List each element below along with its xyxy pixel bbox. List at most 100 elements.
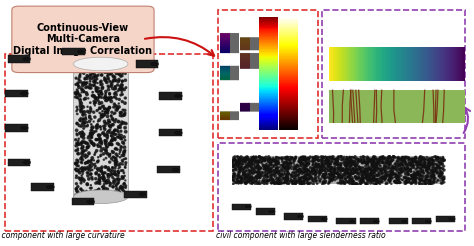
Point — [237, 180, 244, 184]
Point — [290, 176, 298, 180]
Point — [296, 158, 304, 162]
Point — [249, 156, 257, 160]
Point — [292, 174, 299, 178]
Point — [82, 81, 89, 85]
Point — [406, 167, 414, 171]
Point — [113, 177, 121, 181]
Point — [328, 165, 336, 169]
Point — [298, 182, 306, 186]
Point — [264, 168, 271, 171]
Point — [438, 157, 446, 161]
Point — [121, 178, 129, 182]
Point — [232, 162, 240, 166]
Point — [273, 167, 280, 171]
Point — [311, 164, 319, 168]
Point — [426, 158, 433, 162]
Point — [101, 95, 109, 99]
Point — [303, 164, 311, 168]
Point — [109, 123, 117, 127]
Point — [231, 181, 239, 184]
Point — [360, 157, 368, 161]
Point — [114, 135, 121, 139]
Point — [419, 176, 427, 180]
Point — [387, 157, 395, 161]
Point — [109, 79, 117, 83]
Point — [237, 175, 245, 179]
Point — [410, 159, 418, 163]
Point — [327, 165, 335, 169]
Point — [256, 175, 264, 179]
Point — [416, 174, 424, 178]
Point — [121, 145, 128, 149]
Point — [110, 129, 118, 133]
Point — [323, 157, 331, 161]
Point — [73, 158, 81, 162]
Point — [254, 175, 262, 179]
Point — [93, 189, 101, 193]
Point — [272, 182, 279, 186]
Point — [383, 174, 391, 178]
FancyBboxPatch shape — [389, 218, 408, 224]
Point — [396, 163, 403, 167]
Point — [78, 122, 86, 126]
Point — [334, 181, 341, 185]
Point — [333, 172, 340, 176]
Point — [98, 73, 106, 77]
Point — [412, 160, 420, 164]
Point — [247, 159, 255, 163]
Point — [270, 165, 277, 169]
Point — [439, 156, 447, 160]
Point — [339, 181, 346, 185]
Point — [96, 111, 103, 115]
Point — [380, 161, 387, 165]
Point — [281, 161, 288, 165]
Point — [420, 179, 428, 183]
Point — [351, 160, 359, 164]
Point — [438, 158, 446, 162]
Point — [84, 145, 91, 149]
Point — [325, 172, 333, 176]
Point — [396, 163, 403, 167]
Point — [370, 160, 377, 164]
Point — [112, 164, 119, 168]
Point — [433, 171, 441, 175]
Point — [280, 176, 287, 180]
Point — [380, 166, 387, 169]
Point — [319, 179, 327, 183]
Point — [95, 89, 103, 93]
Point — [367, 178, 374, 182]
Point — [353, 182, 361, 186]
Point — [319, 155, 326, 159]
Point — [275, 170, 283, 174]
Point — [284, 161, 292, 165]
Point — [365, 161, 372, 165]
Point — [359, 176, 366, 180]
Point — [92, 171, 100, 175]
Point — [99, 109, 106, 113]
Point — [407, 160, 415, 164]
Point — [348, 159, 356, 163]
Point — [111, 104, 119, 108]
Point — [100, 96, 108, 100]
Point — [104, 130, 111, 134]
Point — [253, 182, 261, 186]
Point — [88, 141, 96, 145]
Point — [421, 177, 428, 181]
Point — [233, 181, 240, 185]
Point — [287, 161, 295, 165]
Point — [287, 157, 295, 161]
Point — [76, 131, 83, 135]
Point — [327, 175, 335, 179]
Point — [108, 96, 115, 100]
Point — [258, 161, 266, 165]
Point — [269, 181, 277, 184]
Point — [357, 155, 365, 159]
Point — [407, 162, 414, 166]
Point — [117, 177, 125, 181]
Point — [73, 164, 81, 168]
Point — [339, 169, 346, 172]
Point — [111, 159, 119, 163]
Point — [379, 177, 386, 181]
Point — [91, 66, 98, 70]
Point — [118, 79, 126, 83]
